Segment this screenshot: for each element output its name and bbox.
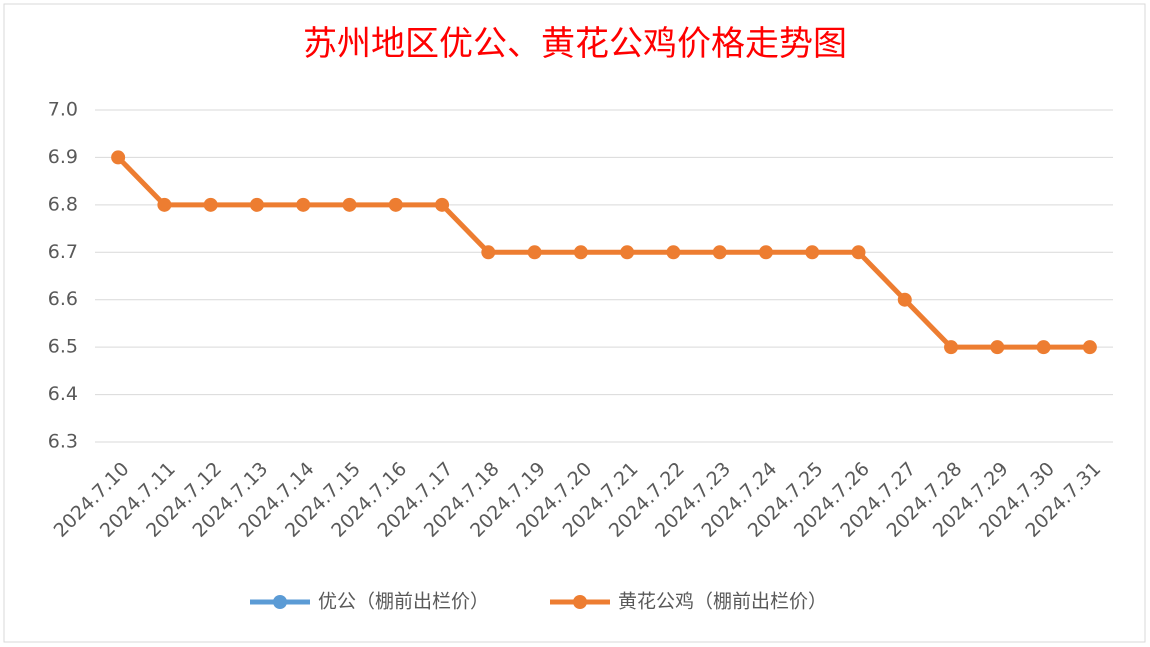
y-tick-label: 6.4 <box>48 383 78 405</box>
data-point <box>851 245 866 260</box>
data-point <box>758 245 773 260</box>
data-point <box>157 197 172 212</box>
data-point <box>805 245 820 260</box>
y-tick-label: 6.6 <box>48 288 78 310</box>
y-tick-label: 6.7 <box>48 241 78 263</box>
data-point <box>990 340 1005 355</box>
data-point <box>620 245 635 260</box>
data-point <box>897 292 912 307</box>
y-tick-label: 7.0 <box>48 99 78 121</box>
y-tick-label: 6.5 <box>48 336 78 358</box>
data-point <box>944 340 959 355</box>
series-line <box>116 155 1090 350</box>
legend-marker <box>273 595 287 609</box>
y-tick-label: 6.8 <box>48 193 78 215</box>
data-point <box>296 197 311 212</box>
chart-border <box>3 3 1146 643</box>
chart-title: 苏州地区优公、黄花公鸡价格走势图 <box>303 24 847 64</box>
legend-label: 优公（棚前出栏价） <box>318 591 489 613</box>
data-point <box>1036 340 1051 355</box>
data-point <box>342 197 357 212</box>
data-point <box>573 245 588 260</box>
y-tick-label: 6.3 <box>48 431 78 453</box>
data-point <box>111 150 126 165</box>
data-point <box>435 197 450 212</box>
data-point <box>712 245 727 260</box>
legend-marker <box>573 595 587 609</box>
data-point <box>388 197 403 212</box>
data-point <box>666 245 681 260</box>
data-point <box>249 197 264 212</box>
legend-label: 黄花公鸡（棚前出栏价） <box>618 591 827 613</box>
data-point <box>1082 340 1097 355</box>
data-point <box>527 245 542 260</box>
y-tick-label: 6.9 <box>48 146 78 168</box>
data-point <box>481 245 496 260</box>
data-point <box>203 197 218 212</box>
